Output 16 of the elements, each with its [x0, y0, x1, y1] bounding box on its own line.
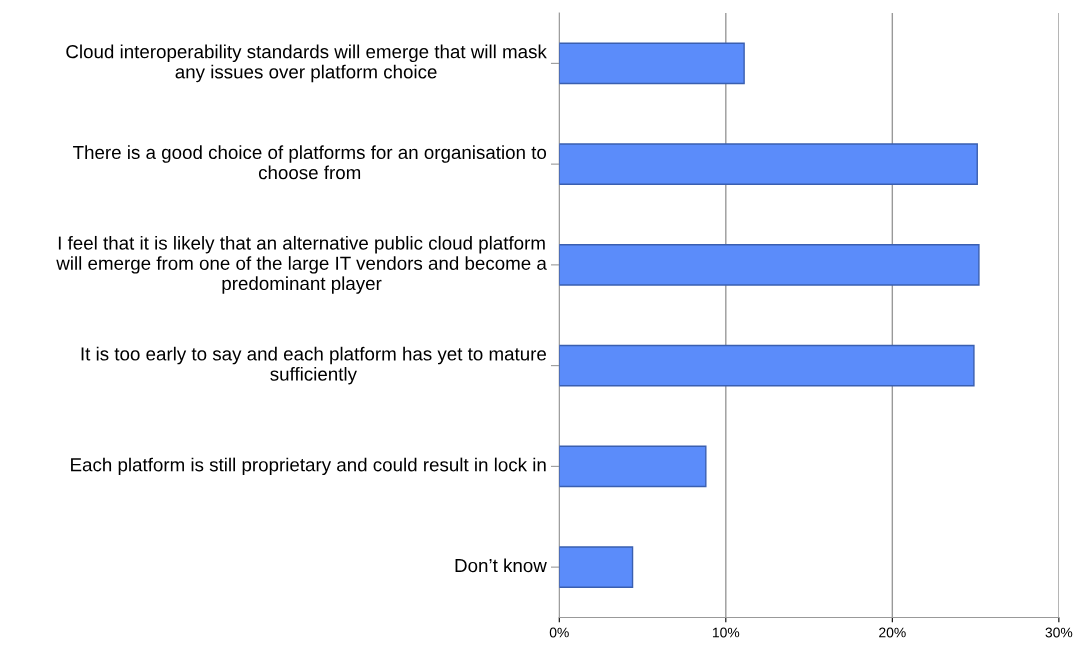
bar — [559, 143, 978, 185]
x-tick-label: 10% — [712, 627, 740, 638]
y-tick-label: Cloud interoperability standards will emerge that will mask any issues over platform choice — [66, 44, 547, 83]
bar — [559, 445, 707, 488]
x-tick-label: 0% — [549, 627, 569, 638]
x-tick-label: 30% — [1045, 627, 1073, 638]
y-tick-label: Each platform is still proprietary and could result in lock in — [71, 457, 546, 476]
bar — [559, 344, 975, 387]
bar — [559, 546, 634, 588]
y-tick-label: Don’t know — [455, 558, 547, 573]
y-tick-label: There is a good choice of platforms for an organisation to choose from — [73, 145, 547, 180]
y-tick-label: I feel that it is likely that an alternative public cloud platform will emerge from one of the large IT vendors and become a predominant player — [56, 235, 547, 294]
bar — [559, 42, 745, 85]
x-tick-label: 20% — [879, 627, 906, 638]
y-tick-label: It is too early to say and each platform has yet to mature sufficiently — [81, 346, 546, 385]
bar — [559, 244, 980, 286]
